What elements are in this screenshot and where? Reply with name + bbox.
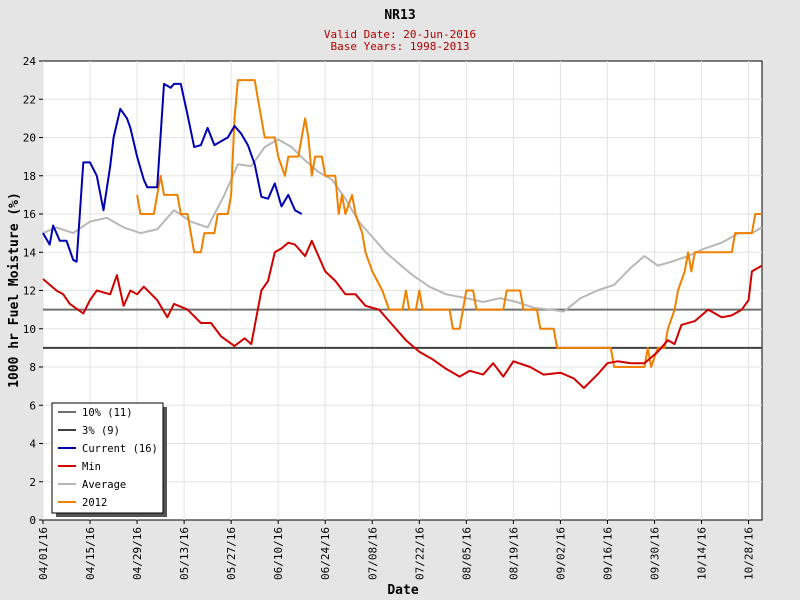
x-tick-label: 09/02/16: [554, 527, 567, 580]
y-tick-label: 2: [29, 476, 36, 489]
y-tick-label: 20: [23, 132, 36, 145]
legend-label: Min: [82, 461, 101, 473]
y-tick-label: 18: [23, 170, 36, 183]
x-tick-label: 09/30/16: [648, 527, 661, 580]
x-tick-label: 08/05/16: [460, 527, 473, 580]
chart-subtitle-base-years: Base Years: 1998-2013: [330, 40, 469, 53]
x-tick-label: 06/24/16: [319, 527, 332, 580]
y-tick-label: 10: [23, 323, 36, 336]
legend-items: 10% (11) 3% (9) Current (16) Min Average 2012: [58, 407, 158, 509]
legend-label: 2012: [82, 497, 107, 509]
chart-subtitle-valid-date: Valid Date: 20-Jun-2016: [324, 28, 476, 41]
x-tick-label: 07/08/16: [366, 527, 379, 580]
legend-label: 10% (11): [82, 407, 133, 419]
x-tick-label: 05/13/16: [178, 527, 191, 580]
y-tick-label: 16: [23, 208, 36, 221]
y-axis-label: 1000 hr Fuel Moisture (%): [7, 192, 22, 388]
series-line: [136, 79, 762, 368]
series-line: [42, 82, 303, 263]
y-tick-label: 14: [23, 246, 37, 259]
x-tick-label: 06/10/16: [272, 527, 285, 580]
legend-label: 3% (9): [82, 425, 120, 437]
legend-box: [51, 402, 164, 514]
x-tick-label: 07/22/16: [413, 527, 426, 580]
x-tick-label: 04/01/16: [37, 527, 50, 580]
x-tick-label: 04/29/16: [131, 527, 144, 580]
y-tick-label: 12: [23, 285, 36, 298]
x-tick-label: 08/19/16: [507, 527, 520, 580]
y-tick-label: 24: [23, 55, 37, 68]
series-line: [42, 138, 763, 313]
x-tick-label: 09/16/16: [601, 527, 614, 580]
legend: 10% (11) 3% (9) Current (16) Min Average 2012: [51, 402, 167, 517]
y-tick-label: 8: [29, 361, 36, 374]
chart-title: NR13: [384, 8, 415, 23]
x-axis-label: Date: [387, 583, 418, 598]
legend-label: Current (16): [82, 443, 158, 455]
x-tick-label: 10/28/16: [743, 527, 756, 580]
series-lines: [42, 79, 763, 389]
y-tick-label: 0: [29, 514, 36, 527]
y-tick-label: 6: [29, 399, 36, 412]
y-tick-label: 22: [23, 93, 36, 106]
x-tick-label: 05/27/16: [225, 527, 238, 580]
series-line: [42, 239, 763, 389]
x-tick-label: 04/15/16: [84, 527, 97, 580]
y-tick-label: 4: [29, 438, 36, 451]
x-tick-label: 10/14/16: [696, 527, 709, 580]
legend-label: Average: [82, 479, 126, 491]
x-axis: 04/01/16 04/15/16 04/29/16 05/13/16 05/27/16…: [37, 520, 756, 580]
